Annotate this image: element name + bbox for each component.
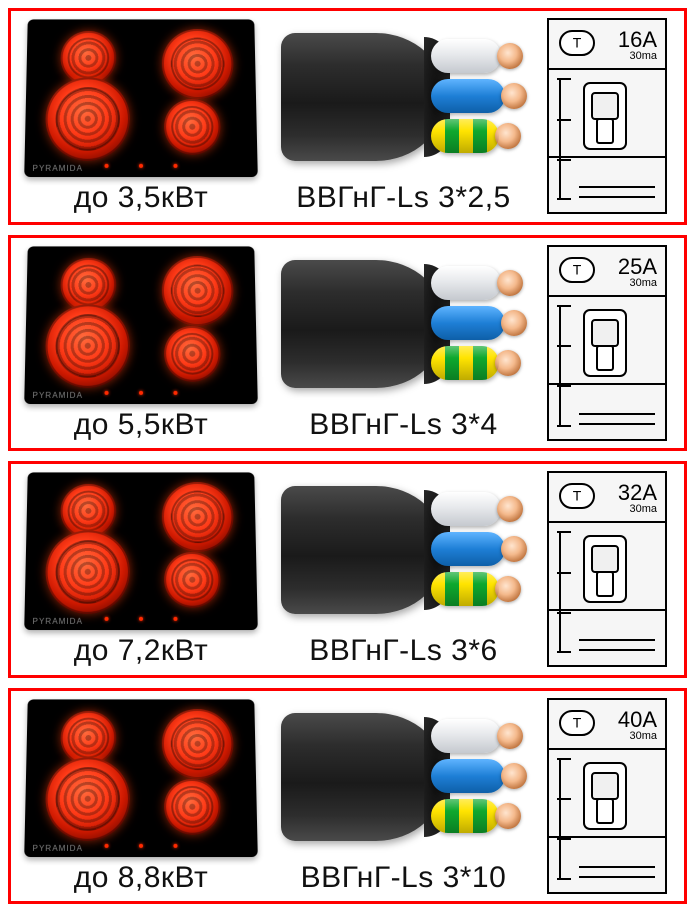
power-label: до 3,5кВт bbox=[74, 181, 209, 215]
wire-neutral bbox=[431, 39, 501, 73]
spec-row: PYRAMIDA до 7,2кВт ВВГнГ-Ls 3*6 32А 30ma bbox=[8, 461, 687, 678]
breaker-amps: 25А bbox=[618, 255, 657, 278]
breaker-toggle-icon bbox=[583, 535, 627, 603]
cooktop-cell: PYRAMIDA до 7,2кВт bbox=[11, 464, 271, 675]
burner-icon bbox=[162, 708, 234, 778]
wire-neutral bbox=[431, 492, 501, 526]
brand-label: PYRAMIDA bbox=[32, 617, 83, 626]
cable-image bbox=[281, 470, 526, 630]
wire-neutral bbox=[431, 266, 501, 300]
test-button-icon bbox=[559, 30, 595, 56]
burner-icon bbox=[162, 29, 234, 99]
burner-icon bbox=[162, 482, 234, 552]
cable-jacket bbox=[281, 33, 446, 161]
burner-icon bbox=[164, 778, 221, 834]
cable-cell: ВВГнГ-Ls 3*6 bbox=[271, 464, 536, 675]
breaker-diagram: 25А 30ma bbox=[547, 245, 667, 441]
cooktop-image: PYRAMIDA bbox=[24, 472, 258, 630]
power-label: до 8,8кВт bbox=[74, 861, 209, 895]
cable-image bbox=[281, 17, 526, 177]
cooktop-image: PYRAMIDA bbox=[24, 246, 258, 404]
breaker-amps: 16А bbox=[618, 28, 657, 51]
cooktop-image: PYRAMIDA bbox=[24, 19, 258, 177]
burner-icon bbox=[45, 757, 130, 840]
spec-row: PYRAMIDA до 8,8кВт ВВГнГ-Ls 3*10 40А 30m… bbox=[8, 688, 687, 905]
cable-jacket bbox=[281, 713, 446, 841]
breaker-toggle-icon bbox=[583, 82, 627, 150]
breaker-diagram: 32А 30ma bbox=[547, 471, 667, 667]
breaker-diagram: 40А 30ma bbox=[547, 698, 667, 894]
power-label: до 7,2кВт bbox=[74, 634, 209, 668]
breaker-cell: 16А 30ma bbox=[536, 11, 684, 222]
test-button-icon bbox=[559, 483, 595, 509]
cable-image bbox=[281, 697, 526, 857]
wire-neutral bbox=[431, 719, 501, 753]
breaker-rating: 40А 30ma bbox=[618, 708, 657, 743]
brand-label: PYRAMIDA bbox=[32, 843, 83, 852]
wire-line bbox=[431, 306, 505, 340]
burner-icon bbox=[164, 99, 221, 155]
cable-label: ВВГнГ-Ls 3*10 bbox=[301, 861, 507, 895]
cooktop-image: PYRAMIDA bbox=[24, 699, 258, 857]
wire-line bbox=[431, 532, 505, 566]
test-button-icon bbox=[559, 257, 595, 283]
breaker-toggle-icon bbox=[583, 762, 627, 830]
cable-jacket bbox=[281, 486, 446, 614]
breaker-amps: 40А bbox=[618, 708, 657, 731]
cable-jacket bbox=[281, 260, 446, 388]
spec-row: PYRAMIDA до 3,5кВт ВВГнГ-Ls 3*2,5 16А 30… bbox=[8, 8, 687, 225]
wire-earth bbox=[431, 572, 499, 606]
breaker-rating: 32А 30ma bbox=[618, 481, 657, 516]
cable-cell: ВВГнГ-Ls 3*4 bbox=[271, 238, 536, 449]
breaker-rating: 25А 30ma bbox=[618, 255, 657, 290]
breaker-ma: 30ma bbox=[618, 504, 657, 516]
breaker-cell: 25А 30ma bbox=[536, 238, 684, 449]
wire-earth bbox=[431, 119, 499, 153]
cooktop-cell: PYRAMIDA до 5,5кВт bbox=[11, 238, 271, 449]
cable-cell: ВВГнГ-Ls 3*10 bbox=[271, 691, 536, 902]
breaker-ma: 30ma bbox=[618, 278, 657, 290]
spec-row: PYRAMIDA до 5,5кВт ВВГнГ-Ls 3*4 25А 30ma bbox=[8, 235, 687, 452]
burner-icon bbox=[45, 77, 130, 160]
cable-label: ВВГнГ-Ls 3*2,5 bbox=[296, 181, 510, 215]
brand-label: PYRAMIDA bbox=[32, 164, 83, 173]
wire-line bbox=[431, 759, 505, 793]
cooktop-cell: PYRAMIDA до 8,8кВт bbox=[11, 691, 271, 902]
cable-cell: ВВГнГ-Ls 3*2,5 bbox=[271, 11, 536, 222]
breaker-diagram: 16А 30ma bbox=[547, 18, 667, 214]
brand-label: PYRAMIDA bbox=[32, 390, 83, 399]
breaker-cell: 40А 30ma bbox=[536, 691, 684, 902]
breaker-cell: 32А 30ma bbox=[536, 464, 684, 675]
burner-icon bbox=[45, 304, 130, 387]
breaker-ma: 30ma bbox=[618, 51, 657, 63]
cooktop-cell: PYRAMIDA до 3,5кВт bbox=[11, 11, 271, 222]
wire-line bbox=[431, 79, 505, 113]
breaker-toggle-icon bbox=[583, 309, 627, 377]
breaker-ma: 30ma bbox=[618, 731, 657, 743]
wire-earth bbox=[431, 346, 499, 380]
power-label: до 5,5кВт bbox=[74, 408, 209, 442]
burner-icon bbox=[164, 325, 221, 381]
cable-label: ВВГнГ-Ls 3*4 bbox=[309, 408, 497, 442]
breaker-rating: 16А 30ma bbox=[618, 28, 657, 63]
cable-label: ВВГнГ-Ls 3*6 bbox=[309, 634, 497, 668]
test-button-icon bbox=[559, 710, 595, 736]
cable-image bbox=[281, 244, 526, 404]
burner-icon bbox=[45, 530, 130, 613]
burner-icon bbox=[162, 255, 234, 325]
burner-icon bbox=[164, 552, 221, 608]
breaker-amps: 32А bbox=[618, 481, 657, 504]
wire-earth bbox=[431, 799, 499, 833]
